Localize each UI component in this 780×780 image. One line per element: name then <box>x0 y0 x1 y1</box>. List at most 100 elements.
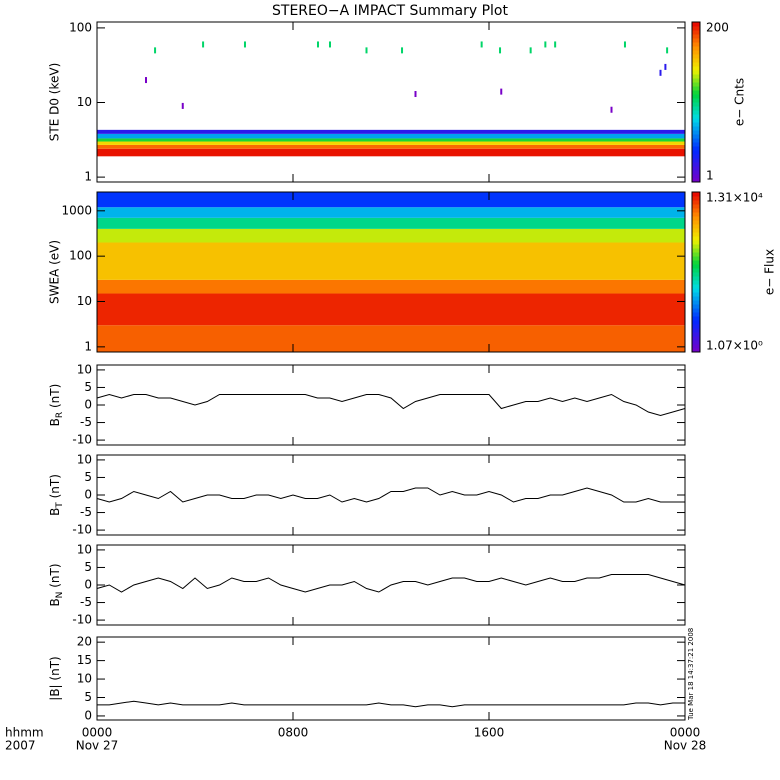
y-tick-label: 100 <box>69 249 92 263</box>
heatmap-cell <box>500 88 503 95</box>
heatmap-band <box>97 217 685 229</box>
colorbar-segment <box>692 150 700 155</box>
colorbar-title: e− Flux <box>763 249 777 295</box>
y-tick-label: -5 <box>80 595 92 609</box>
colorbar-segment <box>692 308 700 313</box>
y-tick-label: 1 <box>84 339 92 353</box>
heatmap-cell <box>554 41 557 48</box>
y-tick-label: 0 <box>84 398 92 412</box>
y-axis-label-sub: N <box>55 592 65 599</box>
colorbar-segment <box>692 158 700 163</box>
colorbar-segment <box>692 50 700 55</box>
colorbar-segment <box>692 74 700 79</box>
y-axis-label: SWEA (eV) <box>48 240 62 304</box>
colorbar-segment <box>692 320 700 325</box>
colorbar-segment <box>692 86 700 91</box>
colorbar-segment <box>692 260 700 265</box>
heatmap-band <box>97 129 685 134</box>
heatmap-cell <box>316 41 319 48</box>
colorbar-segment <box>692 142 700 147</box>
heatmap-cell <box>365 47 368 54</box>
colorbar-segment <box>692 106 700 111</box>
y-axis-label-unit: (nT) <box>48 474 62 502</box>
y-tick-label: 0 <box>84 488 92 502</box>
colorbar-segment <box>692 224 700 229</box>
y-axis-label: BR (nT) <box>48 384 65 427</box>
colorbar-segment <box>692 276 700 281</box>
y-tick-label: 0 <box>84 578 92 592</box>
colorbar-segment <box>692 328 700 333</box>
colorbar-segment <box>692 332 700 337</box>
date-start: Nov 27 <box>76 739 119 753</box>
colorbar-segment <box>692 312 700 317</box>
panel-frame <box>96 21 686 183</box>
timestamp: Tue Mar 18 14:37:21 2008 <box>687 628 695 721</box>
data-line <box>97 700 685 708</box>
colorbar-segment <box>692 134 700 139</box>
colorbar-segment <box>692 58 700 63</box>
y-axis-label-unit: (nT) <box>48 384 62 412</box>
colorbar-segment <box>692 232 700 237</box>
year-label: 2007 <box>5 739 36 753</box>
y-tick-label: 10 <box>77 294 92 308</box>
colorbar-segment <box>692 316 700 321</box>
colorbar-segment <box>692 248 700 253</box>
x-tick-label: 1600 <box>474 726 505 740</box>
colorbar-label: 200 <box>706 21 729 35</box>
y-axis-label-sub: R <box>55 412 65 418</box>
heatmap-band <box>97 293 685 326</box>
colorbar-segment <box>692 304 700 309</box>
colorbar-segment <box>692 220 700 225</box>
colorbar-segment <box>692 288 700 293</box>
colorbar-segment <box>692 98 700 103</box>
y-tick-label: 20 <box>77 635 92 649</box>
y-tick-label: 15 <box>77 653 92 667</box>
heatmap-band <box>97 192 685 208</box>
y-axis-label-text: |B| <box>48 684 62 700</box>
colorbar-segment <box>692 268 700 273</box>
heatmap-cell <box>181 102 184 109</box>
heatmap-cell <box>328 41 331 48</box>
y-axis-label-unit: (nT) <box>48 563 62 591</box>
y-tick-label: 5 <box>84 560 92 574</box>
colorbar-segment <box>692 256 700 261</box>
heatmap-band <box>97 141 685 145</box>
y-axis-label-text: B <box>48 418 62 426</box>
heatmap-band <box>97 325 685 352</box>
colorbar-segment <box>692 166 700 171</box>
y-axis-label-text: B <box>48 508 62 516</box>
colorbar-segment <box>692 70 700 75</box>
colorbar-segment <box>692 26 700 31</box>
colorbar-segment <box>692 102 700 107</box>
colorbar-segment <box>692 264 700 269</box>
colorbar-segment <box>692 126 700 131</box>
colorbar-segment <box>692 244 700 249</box>
panel-frame <box>96 636 686 721</box>
y-axis-label: |B| (nT) <box>48 656 62 700</box>
y-tick-label: 10 <box>77 95 92 109</box>
colorbar-segment <box>692 38 700 43</box>
heatmap-band <box>97 279 685 294</box>
colorbar-segment <box>692 272 700 277</box>
y-axis-label-text: B <box>48 598 62 606</box>
date-end: Nov 28 <box>664 739 707 753</box>
y-tick-label: 5 <box>84 470 92 484</box>
heatmap-cell <box>243 41 246 48</box>
data-line <box>96 487 685 503</box>
colorbar-segment <box>692 170 700 175</box>
y-tick-label: 10 <box>77 362 92 376</box>
heatmap-band <box>97 144 685 149</box>
x-tick-label: 0800 <box>278 726 309 740</box>
colorbar-segment <box>692 240 700 245</box>
colorbar-segment <box>692 216 700 221</box>
colorbar-segment <box>692 174 700 179</box>
colorbar-segment <box>692 192 700 197</box>
heatmap-cell <box>544 41 547 48</box>
y-axis-label: BN (nT) <box>48 563 65 606</box>
colorbar-segment <box>692 300 700 305</box>
colorbar-title: e− Cnts <box>733 78 747 126</box>
heatmap-cell <box>666 47 669 54</box>
heatmap-cell <box>480 41 483 48</box>
colorbar-segment <box>692 94 700 99</box>
